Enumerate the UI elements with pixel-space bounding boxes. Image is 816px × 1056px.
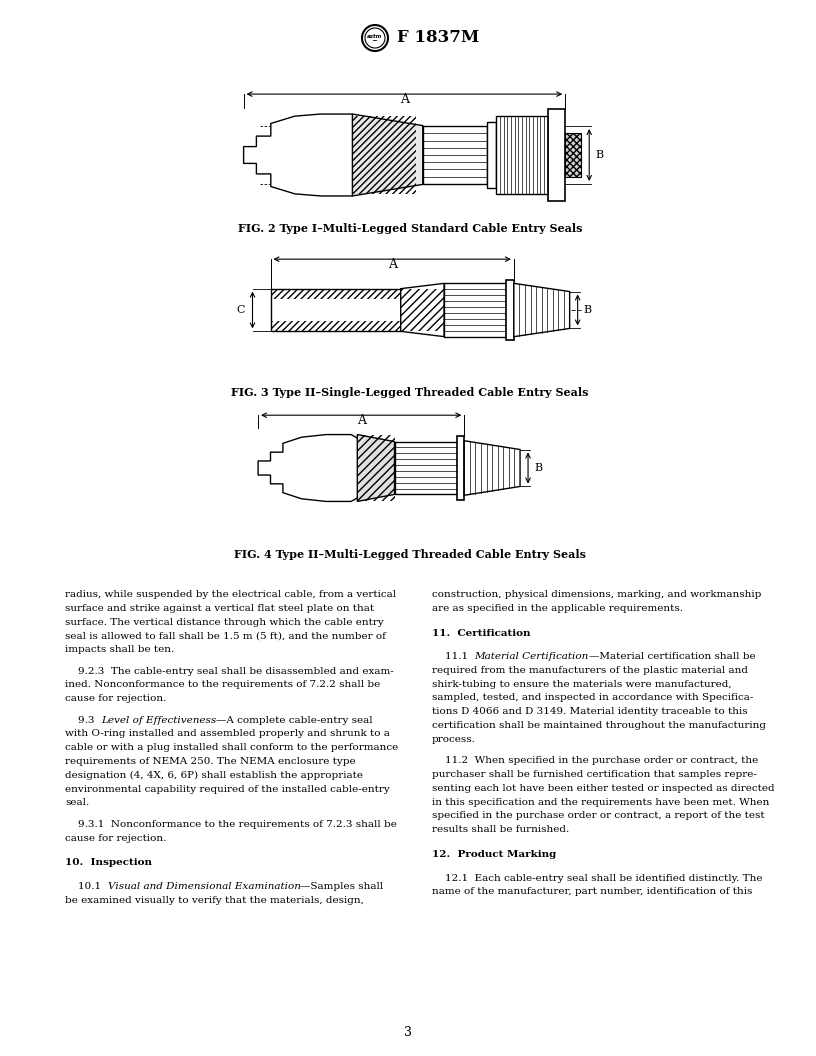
- Bar: [270, 321, 401, 332]
- Text: in this specification and the requirements have been met. When: in this specification and the requiremen…: [432, 797, 769, 807]
- Text: 9.3.1  Nonconformance to the requirements of 7.2.3 shall be: 9.3.1 Nonconformance to the requirements…: [65, 819, 397, 829]
- Text: B: B: [583, 305, 592, 315]
- Polygon shape: [357, 435, 394, 502]
- Text: A: A: [357, 414, 366, 428]
- Bar: [394, 441, 456, 494]
- Text: certification shall be maintained throughout the manufacturing: certification shall be maintained throug…: [432, 721, 766, 730]
- Text: purchaser shall be furnished certification that samples repre-: purchaser shall be furnished certificati…: [432, 770, 757, 779]
- Bar: [353, 116, 416, 194]
- Text: seal.: seal.: [65, 798, 89, 808]
- Polygon shape: [258, 435, 363, 502]
- Text: radius, while suspended by the electrical cable, from a vertical: radius, while suspended by the electrica…: [65, 590, 396, 599]
- Text: Level of Effectiveness: Level of Effectiveness: [101, 716, 216, 724]
- Text: 10.  Inspection: 10. Inspection: [65, 859, 152, 867]
- Text: 9.2.3  The cable-entry seal shall be disassembled and exam-: 9.2.3 The cable-entry seal shall be disa…: [65, 666, 394, 676]
- Text: cable or with a plug installed shall conform to the performance: cable or with a plug installed shall con…: [65, 743, 398, 752]
- Bar: [456, 436, 464, 499]
- Polygon shape: [244, 114, 359, 196]
- Bar: [487, 122, 496, 188]
- Text: process.: process.: [432, 735, 476, 743]
- Text: —A complete cable-entry seal: —A complete cable-entry seal: [216, 716, 373, 724]
- Text: seal is allowed to fall shall be 1.5 m (5 ft), and the number of: seal is allowed to fall shall be 1.5 m (…: [65, 631, 386, 640]
- Text: 3: 3: [404, 1026, 412, 1039]
- Polygon shape: [401, 283, 444, 337]
- Text: are as specified in the applicable requirements.: are as specified in the applicable requi…: [432, 604, 683, 612]
- Bar: [444, 283, 506, 337]
- Text: results shall be furnished.: results shall be furnished.: [432, 826, 570, 834]
- Text: be examined visually to verify that the materials, design,: be examined visually to verify that the …: [65, 895, 364, 905]
- Text: requirements of NEMA 250. The NEMA enclosure type: requirements of NEMA 250. The NEMA enclo…: [65, 757, 356, 766]
- Bar: [565, 133, 581, 177]
- Text: 11.1: 11.1: [432, 653, 475, 661]
- Text: specified in the purchase order or contract, a report of the test: specified in the purchase order or contr…: [432, 811, 765, 821]
- Bar: [423, 126, 487, 184]
- Bar: [270, 288, 401, 299]
- Text: surface. The vertical distance through which the cable entry: surface. The vertical distance through w…: [65, 618, 384, 626]
- Text: cause for rejection.: cause for rejection.: [65, 833, 166, 843]
- Text: F 1837M: F 1837M: [397, 30, 479, 46]
- Text: astm: astm: [367, 34, 383, 38]
- Text: cause for rejection.: cause for rejection.: [65, 694, 166, 703]
- Text: A: A: [388, 258, 397, 271]
- Text: required from the manufacturers of the plastic material and: required from the manufacturers of the p…: [432, 666, 748, 675]
- Text: Visual and Dimensional Examination: Visual and Dimensional Examination: [108, 882, 300, 891]
- Polygon shape: [464, 440, 520, 495]
- Text: shirk-tubing to ensure the materials were manufactured,: shirk-tubing to ensure the materials wer…: [432, 680, 732, 689]
- Bar: [548, 109, 565, 202]
- Text: FIG. 4 Type II–Multi-Legged Threaded Cable Entry Seals: FIG. 4 Type II–Multi-Legged Threaded Cab…: [234, 549, 586, 561]
- Text: 9.3: 9.3: [65, 716, 101, 724]
- Text: sampled, tested, and inspected in accordance with Specifica-: sampled, tested, and inspected in accord…: [432, 694, 753, 702]
- Text: 11.  Certification: 11. Certification: [432, 628, 530, 638]
- Text: 12.  Product Marking: 12. Product Marking: [432, 850, 557, 860]
- Text: surface and strike against a vertical flat steel plate on that: surface and strike against a vertical fl…: [65, 604, 374, 612]
- Text: senting each lot have been either tested or inspected as directed: senting each lot have been either tested…: [432, 784, 774, 793]
- Bar: [270, 288, 401, 332]
- Bar: [401, 288, 444, 332]
- Bar: [506, 281, 514, 340]
- Text: A: A: [400, 93, 409, 106]
- Polygon shape: [353, 114, 423, 196]
- Text: name of the manufacturer, part number, identification of this: name of the manufacturer, part number, i…: [432, 887, 752, 897]
- Text: —Samples shall: —Samples shall: [300, 882, 384, 891]
- Text: ━━: ━━: [372, 39, 378, 43]
- Text: construction, physical dimensions, marking, and workmanship: construction, physical dimensions, marki…: [432, 590, 761, 599]
- Text: 10.1: 10.1: [65, 882, 108, 891]
- Text: B: B: [534, 463, 542, 473]
- Text: ined. Nonconformance to the requirements of 7.2.2 shall be: ined. Nonconformance to the requirements…: [65, 680, 380, 690]
- Text: —Material certification shall be: —Material certification shall be: [589, 653, 756, 661]
- Bar: [357, 435, 394, 502]
- Text: Material Certification: Material Certification: [475, 653, 589, 661]
- Polygon shape: [514, 283, 570, 337]
- Text: 11.2  When specified in the purchase order or contract, the: 11.2 When specified in the purchase orde…: [432, 756, 758, 766]
- Text: tions D 4066 and D 3149. Material identity traceable to this: tions D 4066 and D 3149. Material identi…: [432, 708, 747, 716]
- Text: environmental capability required of the installed cable-entry: environmental capability required of the…: [65, 785, 390, 793]
- Text: 12.1  Each cable-entry seal shall be identified distinctly. The: 12.1 Each cable-entry seal shall be iden…: [432, 873, 762, 883]
- Text: impacts shall be ten.: impacts shall be ten.: [65, 645, 175, 655]
- Text: B: B: [595, 150, 603, 161]
- Text: C: C: [236, 305, 245, 315]
- Text: with O-ring installed and assembled properly and shrunk to a: with O-ring installed and assembled prop…: [65, 730, 390, 738]
- Text: designation (4, 4X, 6, 6P) shall establish the appropriate: designation (4, 4X, 6, 6P) shall establi…: [65, 771, 363, 780]
- Bar: [496, 115, 548, 194]
- Text: FIG. 2 Type I–Multi-Legged Standard Cable Entry Seals: FIG. 2 Type I–Multi-Legged Standard Cabl…: [237, 223, 583, 233]
- Text: FIG. 3 Type II–Single-Legged Threaded Cable Entry Seals: FIG. 3 Type II–Single-Legged Threaded Ca…: [231, 388, 589, 398]
- Bar: [565, 133, 581, 177]
